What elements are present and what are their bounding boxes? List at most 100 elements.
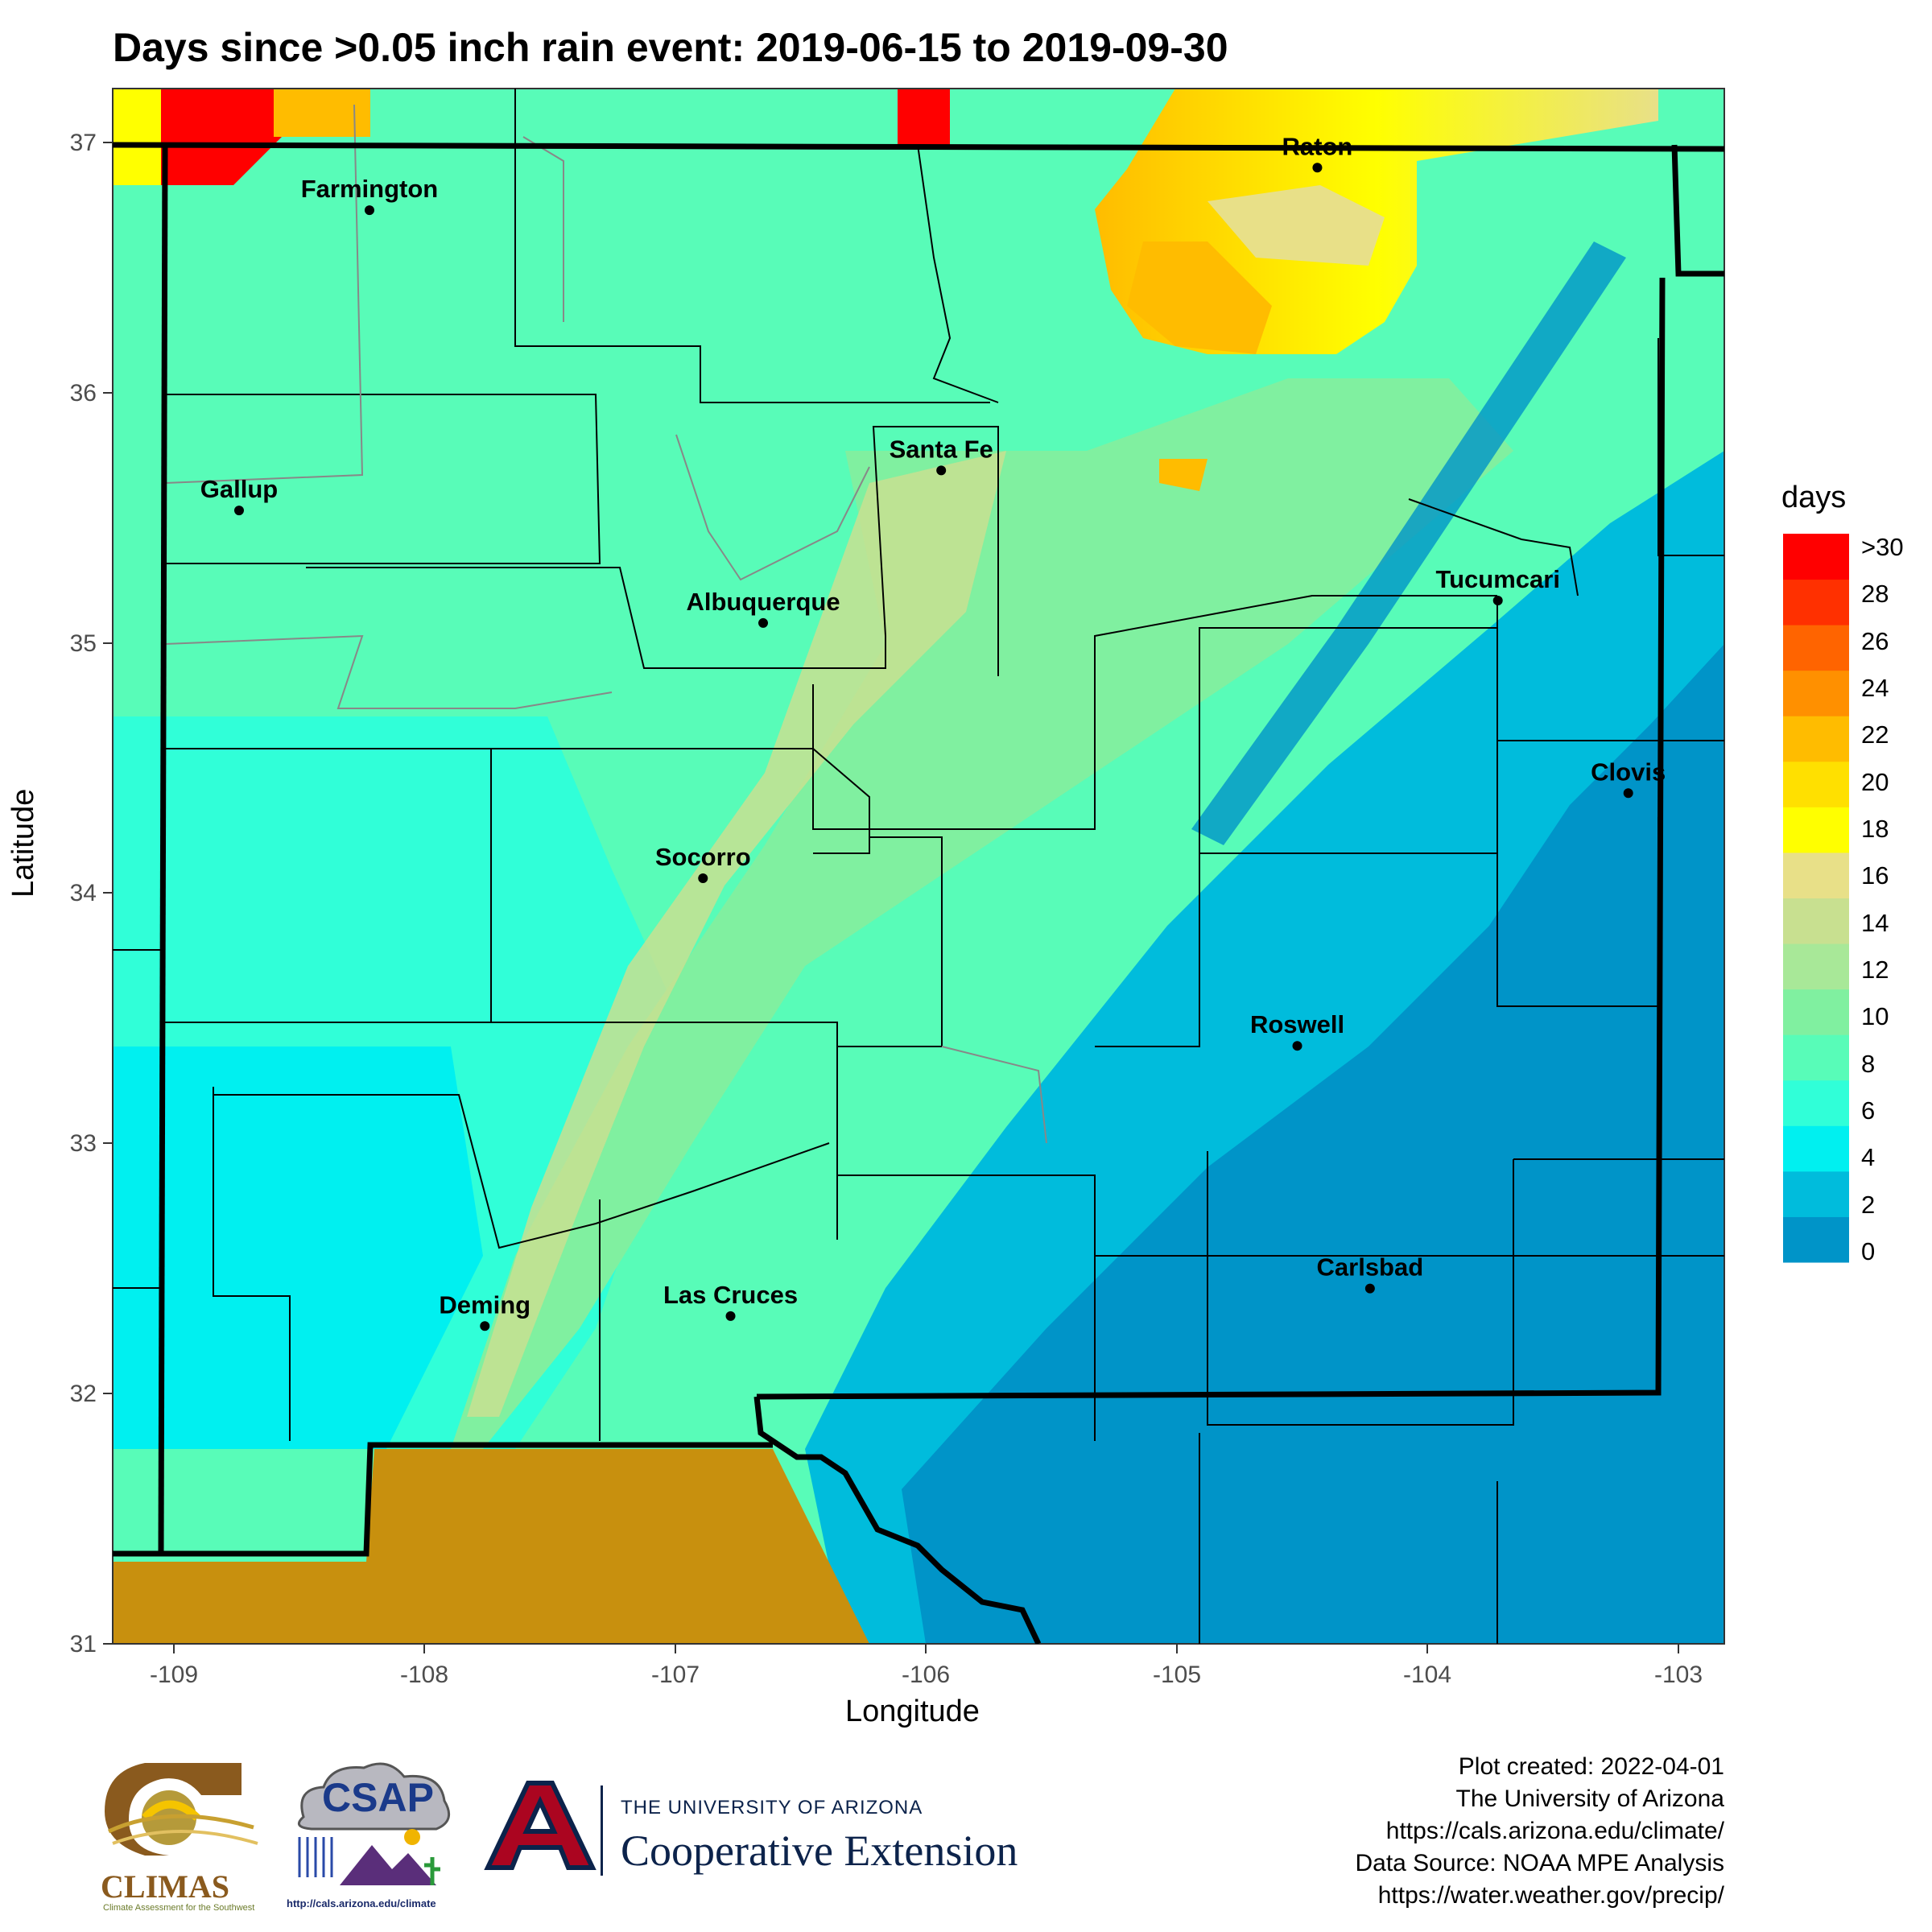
legend-swatch xyxy=(1783,670,1849,716)
legend-label: 4 xyxy=(1861,1143,1876,1172)
credit-data-source: Data Source: NOAA MPE Analysis xyxy=(1355,1850,1724,1876)
y-tick-label: 31 xyxy=(70,1631,97,1657)
ua-name: THE UNIVERSITY OF ARIZONA xyxy=(621,1797,923,1818)
y-tick-label: 35 xyxy=(70,630,97,657)
climas-logo: CLIMAS Climate Assessment for the Southw… xyxy=(97,1755,266,1916)
city-label: Las Cruces xyxy=(663,1281,798,1309)
y-axis xyxy=(103,142,113,1645)
legend-label: 28 xyxy=(1861,580,1889,609)
y-tick-label: 32 xyxy=(70,1381,97,1407)
city-label: Santa Fe xyxy=(890,435,993,463)
x-tick-label: -105 xyxy=(1153,1662,1201,1688)
city-label: Carlsbad xyxy=(1317,1253,1424,1282)
legend-swatch xyxy=(1783,1216,1849,1263)
region-north-orange-strip xyxy=(274,89,370,137)
ua-cooperative-extension-logo: THE UNIVERSITY OF ARIZONA Cooperative Ex… xyxy=(480,1779,1092,1884)
x-tick-label: -108 xyxy=(400,1662,448,1688)
region-green-band xyxy=(451,378,1513,1449)
mexico-region xyxy=(113,1449,869,1644)
city-label: Clovis xyxy=(1591,758,1666,786)
region-santafe-patch xyxy=(1159,459,1208,491)
region-northwest-yellow xyxy=(113,89,161,185)
border-texas-east xyxy=(1671,144,1724,277)
region-northwest-red xyxy=(161,89,282,185)
climas-tagline: Climate Assessment for the Southwest xyxy=(103,1903,255,1913)
legend-swatch xyxy=(1783,989,1849,1035)
y-tick-label: 34 xyxy=(70,880,97,906)
region-east-diagonal-streak xyxy=(1191,242,1626,845)
city-label: Roswell xyxy=(1250,1010,1344,1038)
border-colorado xyxy=(113,142,1724,152)
legend-label: 14 xyxy=(1861,908,1889,937)
x-tick-label: -107 xyxy=(651,1662,700,1688)
city-marker xyxy=(936,465,947,476)
border-arizona xyxy=(158,144,168,1554)
city-marker xyxy=(1623,788,1633,799)
csap-url: http://cals.arizona.edu/climate xyxy=(287,1897,436,1909)
csap-logo: CSAP http://cals.arizona.edu/climate xyxy=(283,1757,464,1918)
x-tick-labels: -109 -108 -107 -106 -105 -104 -103 xyxy=(150,1662,1703,1688)
state-borders xyxy=(113,142,1724,1644)
city-label: Tucumcari xyxy=(1435,565,1559,593)
city-marker xyxy=(1364,1283,1375,1294)
city-marker xyxy=(698,873,708,883)
region-tan-band xyxy=(467,451,1006,1417)
x-tick-label: -104 xyxy=(1403,1662,1451,1688)
y-axis-title: Latitude xyxy=(6,788,40,898)
region-raton-core xyxy=(1208,185,1385,266)
city-markers: Farmington Raton Santa Fe Gallup Albuquerque… xyxy=(200,132,1666,1331)
legend-swatch xyxy=(1783,534,1849,580)
city-marker xyxy=(364,205,374,216)
city-label: Socorro xyxy=(655,843,751,871)
city-marker xyxy=(233,506,244,516)
legend-label: >30 xyxy=(1861,533,1904,561)
city-marker xyxy=(480,1321,490,1331)
page-title: Days since >0.05 inch rain event: 2019-0… xyxy=(113,25,1228,70)
legend-swatch xyxy=(1783,1080,1849,1126)
legend-swatch xyxy=(1783,716,1849,762)
region-northeast-orange xyxy=(1127,242,1272,354)
credit-institution: The University of Arizona xyxy=(1455,1785,1724,1812)
legend-swatch xyxy=(1783,1170,1849,1217)
y-tick-label: 37 xyxy=(70,130,97,156)
city-marker xyxy=(758,617,769,628)
climas-emblem-icon xyxy=(105,1763,258,1856)
city-marker xyxy=(1312,163,1323,173)
city-label: Raton xyxy=(1282,132,1353,160)
credit-url: https://cals.arizona.edu/climate/ xyxy=(1385,1818,1724,1844)
city-marker xyxy=(725,1311,736,1321)
legend-title: days xyxy=(1781,481,1847,514)
region-red-patch-north xyxy=(898,89,950,145)
x-axis xyxy=(173,1644,1679,1653)
legend-label: 8 xyxy=(1861,1049,1876,1078)
csap-cloud-icon xyxy=(283,1762,464,1913)
climas-name: CLIMAS xyxy=(101,1868,230,1905)
x-tick-label: -103 xyxy=(1654,1662,1703,1688)
legend-colorbar xyxy=(1783,534,1849,1263)
legend-label: 12 xyxy=(1861,956,1889,984)
ua-divider xyxy=(601,1785,603,1876)
city-label: Gallup xyxy=(200,475,278,503)
legend-label: 16 xyxy=(1861,861,1889,890)
csap-name: CSAP xyxy=(322,1775,434,1820)
legend-swatch xyxy=(1783,1125,1849,1172)
x-tick-label: -106 xyxy=(902,1662,950,1688)
legend-label: 18 xyxy=(1861,815,1889,843)
legend-swatch xyxy=(1783,1034,1849,1081)
legend-swatch xyxy=(1783,625,1849,671)
legend-label: 20 xyxy=(1861,767,1889,796)
y-tick-labels: 31 32 33 34 35 36 37 xyxy=(70,130,97,1657)
y-tick-label: 36 xyxy=(70,380,97,407)
legend-label: 26 xyxy=(1861,626,1889,655)
legend-label: 24 xyxy=(1861,674,1889,702)
credit-source-url: https://water.weather.gov/precip/ xyxy=(1377,1882,1724,1909)
city-label: Farmington xyxy=(301,175,439,203)
border-mexico xyxy=(113,1442,773,1557)
rain-map-panel xyxy=(113,89,1724,1644)
legend-label: 22 xyxy=(1861,720,1889,749)
legend-swatch xyxy=(1783,943,1849,990)
border-rio-grande xyxy=(753,1396,1042,1644)
legend-swatch xyxy=(1783,579,1849,625)
panel-frame xyxy=(112,88,1725,1645)
